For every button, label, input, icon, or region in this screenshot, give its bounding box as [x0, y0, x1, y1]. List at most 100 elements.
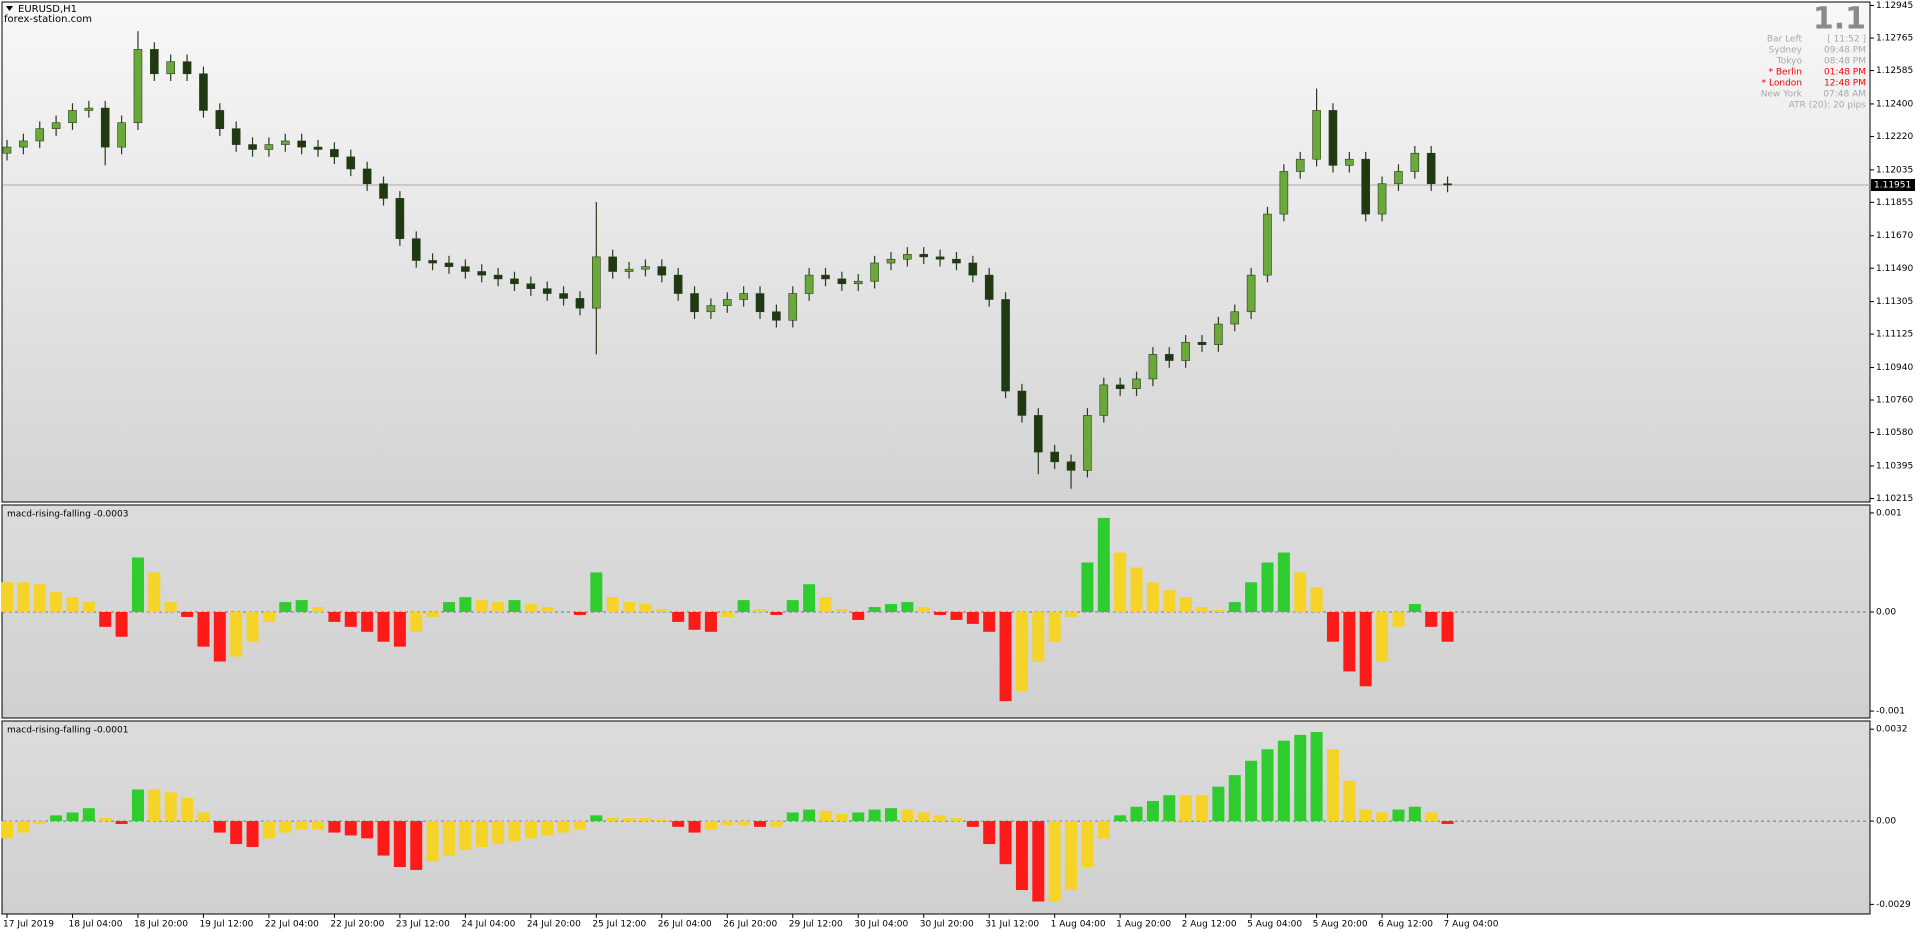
histogram-bar [983, 821, 996, 845]
x-tick-label: 5 Aug 20:00 [1313, 920, 1368, 930]
candle-body [1001, 299, 1010, 392]
histogram-bar [377, 821, 390, 856]
candle-body [1426, 152, 1436, 185]
histogram-bar [197, 611, 210, 647]
histogram-bar [770, 821, 783, 827]
info-big-value: 1.1 [1813, 2, 1866, 37]
x-tick-label: 26 Jul 20:00 [723, 920, 777, 930]
candle-body [248, 144, 257, 150]
candle-body [182, 61, 192, 75]
y-tick-label: 1.10395 [1876, 461, 1913, 471]
histogram-bar [1294, 572, 1307, 612]
histogram-bar [1212, 786, 1225, 822]
candle-body [1115, 384, 1125, 389]
histogram-bar [1196, 607, 1209, 612]
histogram-bar [1032, 611, 1045, 662]
candle-body [821, 274, 830, 280]
histogram-bar [131, 557, 144, 612]
info-time: 09:48 PM [1824, 46, 1866, 56]
histogram-bar [82, 602, 95, 612]
histogram-bar [770, 611, 783, 615]
x-tick-label: 2 Aug 12:00 [1182, 920, 1237, 930]
histogram-bar [934, 611, 947, 615]
histogram-bar [1212, 610, 1225, 612]
histogram-bar [459, 821, 472, 850]
candle-body [788, 293, 798, 321]
candle-body [1230, 311, 1240, 325]
x-tick-label: 1 Aug 20:00 [1116, 920, 1171, 930]
info-time: 07:48 AM [1823, 90, 1866, 100]
histogram-bar [884, 604, 897, 612]
info-time: 01:48 PM [1824, 68, 1866, 78]
histogram-bar [524, 821, 537, 839]
histogram-bar [999, 821, 1012, 865]
histogram-bar [492, 602, 505, 612]
candle-body [166, 61, 175, 75]
histogram-bar [99, 818, 112, 822]
y-tick-label: -0.0029 [1876, 900, 1911, 910]
candle-body [1246, 274, 1256, 313]
histogram-bar [181, 798, 194, 822]
x-tick-label: 5 Aug 04:00 [1247, 920, 1302, 930]
candle-body [1197, 341, 1207, 345]
histogram-bar [1081, 821, 1094, 868]
candle-body [1099, 384, 1109, 416]
histogram-bar [590, 815, 603, 822]
histogram-bar [181, 611, 194, 617]
histogram-bar [279, 821, 292, 833]
info-label: Tokyo [1776, 57, 1803, 67]
histogram-bar [1228, 602, 1241, 612]
candle-body [280, 140, 290, 145]
candle-body [231, 128, 241, 145]
histogram-bar [148, 789, 161, 822]
info-label: * London [1762, 79, 1802, 89]
histogram-bar [1408, 604, 1421, 612]
candle-body [493, 274, 503, 280]
x-tick-label: 18 Jul 20:00 [134, 920, 188, 930]
histogram-bar [1015, 611, 1028, 692]
candle-body [461, 266, 470, 272]
x-tick-label: 23 Jul 12:00 [396, 920, 450, 930]
histogram-bar [541, 821, 554, 836]
histogram-bar [1376, 812, 1389, 822]
info-time: 12:48 PM [1824, 79, 1866, 89]
histogram-bar [557, 821, 570, 833]
histogram-bar [230, 821, 243, 845]
histogram-bar [50, 592, 63, 612]
histogram-bar [1228, 775, 1241, 822]
histogram-bar [1359, 809, 1372, 822]
histogram-bar [819, 811, 832, 822]
histogram-bar [868, 607, 881, 612]
x-tick-label: 7 Aug 04:00 [1444, 920, 1499, 930]
histogram-bar [1114, 552, 1127, 612]
candle-body [1263, 213, 1272, 276]
x-tick-label: 30 Jul 04:00 [854, 920, 908, 930]
candle-body [673, 274, 683, 294]
histogram-bar [1032, 821, 1045, 902]
histogram-bar [1130, 806, 1143, 822]
candle-body [313, 146, 323, 150]
candle-body [68, 110, 77, 124]
candle-body [968, 262, 978, 276]
histogram-bar [606, 817, 619, 822]
histogram-bar [950, 611, 963, 620]
x-tick-label: 30 Jul 20:00 [920, 920, 974, 930]
candle-body [1328, 110, 1338, 166]
candle-body [1394, 171, 1403, 185]
candle-body [379, 183, 388, 199]
candle-body [51, 122, 61, 129]
x-tick-label: 17 Jul 2019 [3, 920, 54, 930]
histogram-bar [852, 812, 865, 822]
dropdown-icon[interactable] [6, 6, 13, 11]
histogram-bar [475, 821, 488, 847]
histogram-bar [1376, 611, 1389, 662]
histogram-bar [786, 600, 799, 612]
histogram-bar [246, 821, 259, 847]
histogram-bar [1196, 795, 1209, 822]
histogram-bar [1277, 552, 1290, 612]
y-tick-label: 1.12400 [1876, 99, 1913, 109]
histogram-bar [1261, 749, 1274, 822]
histogram-bar [1146, 582, 1159, 612]
histogram-bar [590, 572, 603, 612]
histogram-bar [442, 602, 455, 612]
